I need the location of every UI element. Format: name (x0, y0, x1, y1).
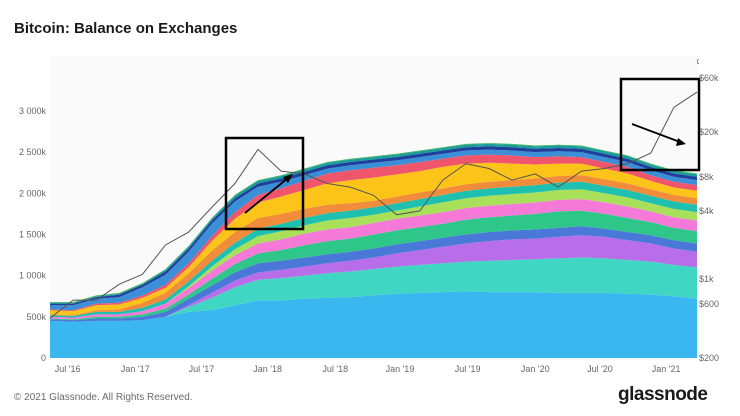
x-tick-label: Jul '19 (455, 364, 481, 374)
x-tick-label: Jan '19 (386, 364, 415, 374)
y-left-tick-label: 1 500k (19, 229, 47, 239)
area-huobi (50, 235, 697, 322)
glassnode-logo: glassnode (618, 384, 708, 405)
price-usd-line (49, 91, 698, 319)
highlight-box-2017 (224, 136, 305, 231)
area-poloniex (50, 149, 697, 311)
x-tick-label: Jul '16 (55, 364, 81, 374)
y-right-tick-label: $20k (699, 127, 719, 137)
area-coincheck (50, 146, 697, 306)
area-bitfinex (50, 162, 697, 316)
annotations (224, 77, 701, 231)
y-left-tick-label: 1 000k (19, 271, 47, 281)
y-right-tick-label: $8k (699, 172, 714, 182)
arrowhead-up-2017 (283, 174, 293, 183)
y-right-tick-label: $1k (699, 274, 714, 284)
y-left-tick-label: 0 (41, 353, 46, 363)
area-gemini (50, 226, 697, 322)
chart-title: Bitcoin: Balance on Exchanges (14, 20, 238, 37)
arrow-up-2017 (244, 177, 289, 214)
x-tick-label: Jan '20 (521, 364, 550, 374)
arrow-down-2020 (631, 123, 681, 143)
area-bitmex (50, 210, 697, 321)
x-tick-label: Jan '17 (121, 364, 150, 374)
y-left-tick-label: 2 000k (19, 188, 47, 198)
arrowhead-down-2020 (676, 138, 686, 146)
y-left-tick-label: 3 000k (19, 106, 47, 116)
area-binance (50, 257, 697, 322)
y-left-tick-label: 500k (26, 312, 46, 322)
highlight-box-2020 (619, 77, 701, 172)
x-tick-label: Jan '18 (253, 364, 282, 374)
area-coinbase (50, 291, 697, 358)
y-right-tick-label: $60k (699, 73, 719, 83)
area-kraken (50, 199, 697, 320)
y-left-tick-label: 2 500k (19, 147, 47, 157)
area-bittrex (50, 175, 697, 316)
x-tick-label: Jul '20 (587, 364, 613, 374)
x-tick-label: Jan '21 (652, 364, 681, 374)
area-bitstamp (50, 181, 697, 318)
x-tick-label: Jul '17 (189, 364, 215, 374)
area-okex (50, 189, 697, 318)
area-gate-io (50, 143, 697, 304)
y-right-tick-label: $4k (699, 206, 714, 216)
y-right-tick-label: $200 (699, 353, 719, 363)
copyright-footer: © 2021 Glassnode. All Rights Reserved. (14, 392, 193, 403)
y-right-tick-label: $600 (699, 299, 719, 309)
x-tick-label: Jul '18 (322, 364, 348, 374)
